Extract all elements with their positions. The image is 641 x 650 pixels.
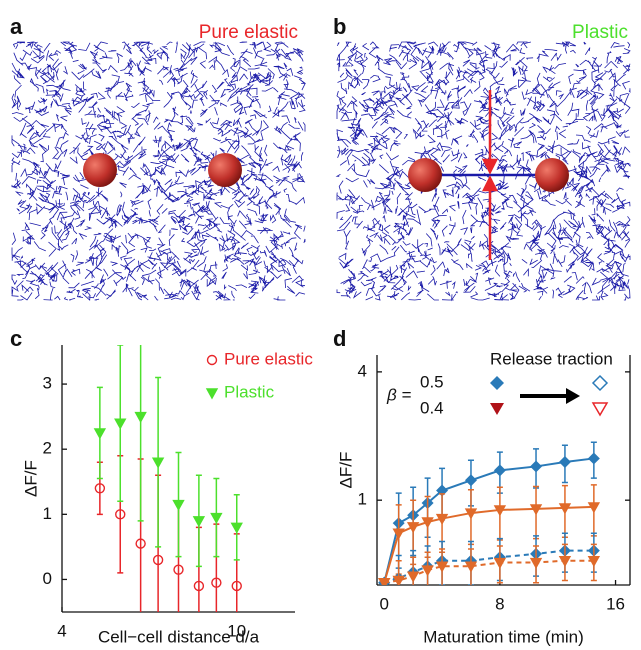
legend-label: Pure elastic <box>224 349 313 368</box>
data-point <box>94 483 106 494</box>
legend-marker <box>205 388 219 400</box>
y-tick-label: 1 <box>358 490 367 509</box>
plot-area <box>93 345 243 612</box>
data-point <box>587 502 601 514</box>
data-point <box>193 580 205 592</box>
cell <box>208 153 242 187</box>
data-point <box>231 580 242 592</box>
data-point <box>392 575 405 585</box>
x-axis-label: Maturation time (min) <box>423 627 584 646</box>
legend-marker <box>591 374 609 392</box>
x-tick-label: 8 <box>495 594 504 613</box>
legend-label: 0.4 <box>420 398 444 417</box>
y-tick-label: 2 <box>43 439 52 458</box>
y-tick-label: 0 <box>43 569 52 588</box>
data-point <box>406 522 420 534</box>
x-tick-label: 16 <box>606 594 625 613</box>
network-image <box>11 41 307 301</box>
series-line <box>384 559 594 584</box>
data-point <box>493 464 506 477</box>
data-point <box>421 517 434 529</box>
cell <box>83 153 117 187</box>
legend-marker <box>490 403 504 415</box>
data-point <box>421 565 434 577</box>
data-point <box>493 505 507 517</box>
legend-title: Release traction <box>490 349 613 368</box>
legend-marker <box>490 376 504 390</box>
data-point <box>172 499 185 511</box>
data-point <box>558 456 571 469</box>
data-point <box>378 578 391 585</box>
y-tick-label: 3 <box>43 374 52 393</box>
data-point <box>587 452 600 465</box>
network-image <box>335 41 631 302</box>
x-axis-label: Cell−cell distance d/a <box>98 627 260 646</box>
legend-label: β = <box>386 385 411 404</box>
x-tick-label: 10 <box>227 621 246 640</box>
plot-area <box>378 441 601 585</box>
data-point <box>93 428 107 440</box>
data-point <box>392 528 405 540</box>
y-tick-label: 4 <box>358 361 367 380</box>
data-point <box>230 522 243 534</box>
x-tick-label: 4 <box>57 621 66 640</box>
data-point <box>529 504 543 516</box>
y-tick-label: 1 <box>43 504 52 523</box>
data-point <box>210 512 223 525</box>
panel-caption: Pure elastic <box>199 22 298 43</box>
data-point <box>406 571 420 583</box>
data-point <box>530 460 543 473</box>
x-tick-label: 0 <box>379 594 388 613</box>
data-point <box>464 474 477 487</box>
arrows <box>481 90 499 260</box>
panel-label: b <box>333 14 346 39</box>
y-axis-label: ΔF/F <box>336 452 355 489</box>
series-line <box>383 505 594 583</box>
data-point <box>151 457 165 469</box>
legend-label: Plastic <box>224 382 275 401</box>
cell <box>408 158 442 192</box>
data-point <box>211 577 222 588</box>
legend-label: 0.5 <box>420 372 444 391</box>
series-line <box>383 549 594 584</box>
data-point <box>464 508 478 520</box>
y-axis-label: ΔF/F <box>21 460 40 497</box>
data-point <box>173 564 184 575</box>
series-line <box>383 457 594 583</box>
panel-label: a <box>10 14 23 39</box>
network-fibers <box>335 41 631 302</box>
network-fibers <box>11 41 307 301</box>
legend-marker <box>206 354 218 366</box>
data-point <box>435 561 449 573</box>
panel-label: d <box>333 326 346 351</box>
data-point <box>192 516 206 528</box>
data-point <box>558 503 572 515</box>
data-point <box>529 557 543 569</box>
data-point <box>152 554 164 566</box>
data-point <box>435 513 449 525</box>
data-point <box>114 418 127 430</box>
legend-arrow <box>566 388 580 404</box>
data-point <box>493 557 507 569</box>
cell <box>535 158 569 192</box>
data-point <box>464 561 478 573</box>
data-point <box>587 556 601 568</box>
panel-label: c <box>10 326 22 351</box>
data-point <box>115 509 126 520</box>
data-point <box>558 556 572 568</box>
panel-caption: Plastic <box>572 22 628 43</box>
data-point <box>134 411 147 424</box>
data-point <box>135 538 146 549</box>
legend-marker <box>591 402 609 417</box>
